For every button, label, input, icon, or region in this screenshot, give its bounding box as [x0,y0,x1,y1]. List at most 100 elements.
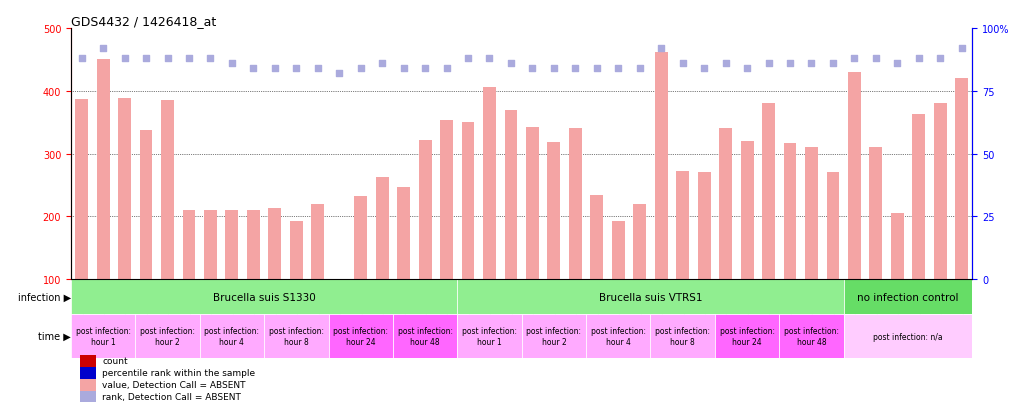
Bar [268,208,282,280]
Point [245,66,261,72]
Text: post infection:
hour 2: post infection: hour 2 [140,327,196,346]
Bar [80,367,96,379]
Bar [547,142,560,280]
Point [310,66,326,72]
FancyBboxPatch shape [71,280,457,315]
Text: count: count [102,356,128,366]
Bar [890,214,904,280]
Point [803,61,820,67]
FancyBboxPatch shape [457,315,522,358]
Bar [633,204,646,280]
Point [610,66,626,72]
Point [460,56,476,62]
Bar [483,88,496,280]
Text: infection ▶: infection ▶ [18,292,71,302]
Bar [741,142,754,280]
Point [159,56,175,62]
Bar [119,99,131,280]
Bar [698,173,710,280]
Bar [397,188,410,280]
Point [417,66,434,72]
Bar [182,211,196,280]
FancyBboxPatch shape [71,315,136,358]
Bar [526,127,539,280]
Point [502,61,519,67]
Point [74,56,90,62]
Text: GDS4432 / 1426418_at: GDS4432 / 1426418_at [71,15,216,28]
Text: post infection:
hour 1: post infection: hour 1 [76,327,131,346]
Bar [569,129,581,280]
Text: post infection:
hour 24: post infection: hour 24 [333,327,388,346]
Bar [204,211,217,280]
Bar [290,222,303,280]
Text: post infection:
hour 24: post infection: hour 24 [719,327,775,346]
Bar [418,140,432,280]
FancyBboxPatch shape [522,315,587,358]
Point [331,71,347,77]
Point [632,66,648,72]
Bar [440,121,453,280]
Text: percentile rank within the sample: percentile rank within the sample [102,368,255,377]
Point [546,66,562,72]
Text: post infection:
hour 48: post infection: hour 48 [784,327,839,346]
Text: no infection control: no infection control [857,292,959,302]
Bar [677,172,689,280]
Text: post infection:
hour 2: post infection: hour 2 [527,327,581,346]
FancyBboxPatch shape [264,315,328,358]
Bar [913,115,925,280]
Bar [869,148,882,280]
Point [932,56,948,62]
Point [846,56,862,62]
Point [525,66,541,72]
Bar [504,110,518,280]
Bar [805,148,817,280]
Point [868,56,884,62]
Point [953,46,969,52]
FancyBboxPatch shape [200,315,264,358]
Point [653,46,670,52]
Point [266,66,283,72]
Bar [355,197,367,280]
FancyBboxPatch shape [393,315,457,358]
Bar [140,131,153,280]
Bar [247,211,259,280]
Point [825,61,841,67]
Point [224,61,240,67]
Bar [591,195,604,280]
Text: post infection:
hour 48: post infection: hour 48 [397,327,453,346]
Point [589,66,605,72]
Point [181,56,198,62]
FancyBboxPatch shape [587,315,650,358]
Point [203,56,219,62]
Point [116,56,133,62]
Point [395,66,411,72]
Bar [934,104,947,280]
Bar [719,129,732,280]
Point [567,66,583,72]
Point [675,61,691,67]
Point [95,46,111,52]
Text: time ▶: time ▶ [38,331,71,341]
FancyBboxPatch shape [136,315,200,358]
Point [353,66,369,72]
Text: Brucella suis VTRS1: Brucella suis VTRS1 [599,292,702,302]
Text: post infection:
hour 4: post infection: hour 4 [205,327,259,346]
Text: post infection:
hour 8: post infection: hour 8 [268,327,324,346]
FancyBboxPatch shape [844,315,972,358]
FancyBboxPatch shape [328,315,393,358]
Point [288,66,304,72]
Bar [80,379,96,391]
Text: Brucella suis S1330: Brucella suis S1330 [213,292,315,302]
Point [439,66,455,72]
Text: rank, Detection Call = ABSENT: rank, Detection Call = ABSENT [102,392,241,401]
Bar [654,53,668,280]
Point [911,56,927,62]
Bar [376,178,389,280]
Bar [955,79,968,280]
Bar [226,211,238,280]
Point [739,66,756,72]
FancyBboxPatch shape [650,315,715,358]
Point [889,61,906,67]
Text: post infection:
hour 1: post infection: hour 1 [462,327,517,346]
Bar [80,391,96,402]
